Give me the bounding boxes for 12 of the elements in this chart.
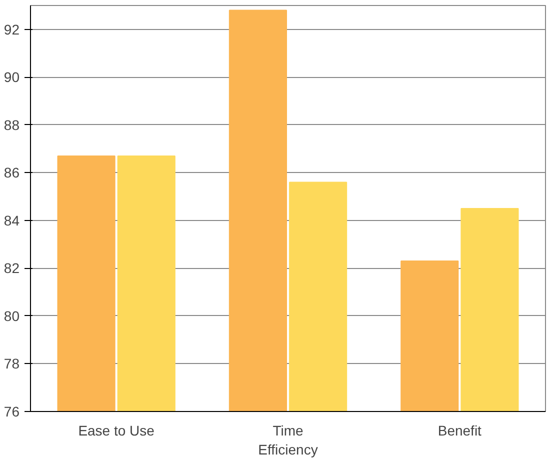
y-tick-label: 78 [4, 356, 20, 372]
y-tick-label: 86 [4, 164, 20, 181]
y-tick-label: 90 [4, 69, 20, 86]
x-tick-label: Time Efficiency [258, 422, 318, 458]
y-tick-label: 82 [4, 260, 20, 276]
x-tick-label: Ease to Use [78, 422, 155, 438]
x-tick-label: Benefit [438, 422, 482, 438]
y-tick-label: 88 [4, 116, 20, 133]
y-tick-label: 76 [4, 404, 20, 420]
y-tick-label: 92 [4, 21, 20, 38]
y-tick-label: 80 [4, 308, 20, 324]
y-tick-label: 84 [4, 212, 20, 228]
